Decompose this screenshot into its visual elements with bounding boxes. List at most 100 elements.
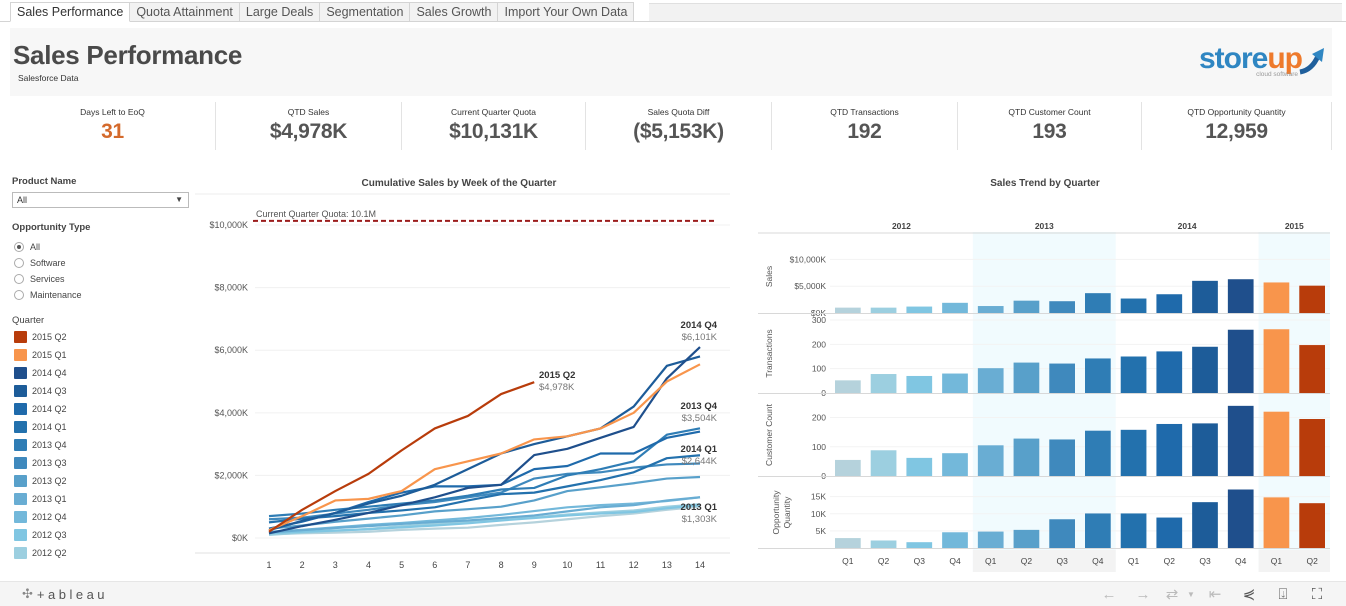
redo-button[interactable]: → xyxy=(1126,584,1160,604)
share-button[interactable]: ⋞ xyxy=(1232,584,1266,604)
radio-label: Software xyxy=(30,258,66,268)
legend-item[interactable]: 2012 Q2 xyxy=(12,544,192,562)
y-tick-label: $4,000K xyxy=(214,408,248,418)
x-tick-label: 2 xyxy=(300,560,305,570)
logo-arrow-icon xyxy=(1299,48,1324,75)
bar-customer-count xyxy=(1227,405,1254,476)
kpi-label: Days Left to EoQ xyxy=(80,107,145,117)
bar-sales xyxy=(977,306,1004,313)
year-header: 2015 xyxy=(1285,221,1304,231)
bar-sales xyxy=(1192,280,1218,313)
legend-item[interactable]: 2014 Q1 xyxy=(12,418,192,436)
legend-label: 2012 Q2 xyxy=(32,548,67,558)
radio-circle-icon xyxy=(14,242,24,252)
year-header: 2013 xyxy=(1035,221,1054,231)
legend-label: 2014 Q2 xyxy=(32,404,67,414)
quota-reference-label: Current Quarter Quota: 10.1M xyxy=(256,209,376,219)
legend-item[interactable]: 2013 Q2 xyxy=(12,472,192,490)
radio-maintenance[interactable]: Maintenance xyxy=(12,287,192,303)
x-axis-band xyxy=(972,550,1116,572)
legend-item[interactable]: 2013 Q3 xyxy=(12,454,192,472)
end-label-series: 2014 Q4 xyxy=(681,320,718,331)
x-tick-label: 13 xyxy=(662,560,672,570)
legend-item[interactable]: 2013 Q4 xyxy=(12,436,192,454)
tab-sales-performance[interactable]: Sales Performance xyxy=(10,2,131,22)
legend-swatch xyxy=(14,385,27,397)
x-tick-label: Q1 xyxy=(985,556,997,566)
legend-item[interactable]: 2014 Q3 xyxy=(12,382,192,400)
panel-y-label: Quantity xyxy=(782,496,792,528)
page-title: Sales Performance xyxy=(13,40,243,70)
legend-swatch xyxy=(14,349,27,361)
series-line-2013-q2 xyxy=(268,475,701,530)
legend-label: 2012 Q4 xyxy=(32,512,67,522)
y-tick-label: 200 xyxy=(812,339,826,349)
opportunity-type-label: Opportunity Type xyxy=(12,222,91,233)
radio-circle-icon xyxy=(14,290,24,300)
x-tick-label: 1 xyxy=(266,560,271,570)
panel-y-label: Opportunity xyxy=(771,490,781,535)
fullscreen-button[interactable]: ⛶ xyxy=(1300,584,1334,604)
x-tick-label: 12 xyxy=(629,560,639,570)
page-subtitle: Salesforce Data xyxy=(18,73,79,83)
legend-item[interactable]: 2014 Q4 xyxy=(12,364,192,382)
legend-item[interactable]: 2015 Q1 xyxy=(12,346,192,364)
bar-sales xyxy=(870,307,897,313)
legend-item[interactable]: 2014 Q2 xyxy=(12,400,192,418)
cumulative-chart-title: Cumulative Sales by Week of the Quarter xyxy=(361,178,557,189)
toolbar-buttons: ← → ⇄ ▼ ⇤ ⋞ ⍗ ⛶ xyxy=(1092,584,1334,604)
series-line-2013-q3 xyxy=(268,462,701,521)
storeup-logo: storeup cloud software xyxy=(1188,42,1328,82)
dropdown-icon: ▼ xyxy=(1187,589,1195,599)
kpi-value: 31 xyxy=(101,120,124,143)
bar-sales xyxy=(1049,301,1075,313)
legend-item[interactable]: 2015 Q2 xyxy=(12,328,192,346)
filters-panel: Product Name All ▼ Opportunity Type All S… xyxy=(12,176,192,564)
legend-label: 2012 Q3 xyxy=(32,530,67,540)
legend-item[interactable]: 2012 Q4 xyxy=(12,508,192,526)
legend-item[interactable]: 2012 Q1 xyxy=(12,562,192,564)
series-line-2012-q1 xyxy=(268,505,701,536)
bar-transactions xyxy=(1192,346,1218,393)
series-line-2015-q2 xyxy=(268,381,535,533)
kpi-label: Sales Quota Diff xyxy=(647,107,710,117)
reset-button[interactable]: ⇤ xyxy=(1198,584,1232,604)
logo-wordmark: storeup xyxy=(1199,42,1303,76)
end-label-series: 2013 Q4 xyxy=(681,401,718,412)
tab-import-your-own-data[interactable]: Import Your Own Data xyxy=(498,2,635,22)
radio-circle-icon xyxy=(14,258,24,268)
x-tick-label: Q2 xyxy=(1021,556,1033,566)
undo-icon: ← xyxy=(1101,585,1117,603)
download-button[interactable]: ⍗ xyxy=(1266,584,1300,604)
tab-large-deals[interactable]: Large Deals xyxy=(239,2,321,22)
tableau-mark-icon: ✣ xyxy=(22,586,33,601)
logo-tagline: cloud software xyxy=(1256,71,1298,78)
legend-item[interactable]: 2013 Q1 xyxy=(12,490,192,508)
undo-button[interactable]: ← xyxy=(1092,584,1126,604)
legend-swatch xyxy=(14,511,27,523)
bar-sales xyxy=(1156,294,1183,313)
x-tick-label: Q1 xyxy=(842,556,854,566)
year-header: 2014 xyxy=(1178,221,1197,231)
legend-item[interactable]: 2012 Q3 xyxy=(12,526,192,544)
legend-label: 2015 Q2 xyxy=(32,332,67,342)
panel-y-label: Sales xyxy=(764,266,774,287)
radio-services[interactable]: Services xyxy=(12,271,192,287)
revert-button[interactable]: ⇄ xyxy=(1160,584,1184,604)
bar-transactions xyxy=(1085,358,1111,393)
bar-customer-count xyxy=(1120,429,1147,476)
bar-transactions xyxy=(1013,362,1040,393)
tab-sales-growth[interactable]: Sales Growth xyxy=(410,2,499,22)
kpi-qtd-transactions: QTD Transactions 192 xyxy=(772,102,958,150)
radio-all[interactable]: All xyxy=(12,239,192,255)
reset-icon: ⇤ xyxy=(1208,586,1222,603)
tab-quota-attainment[interactable]: Quota Attainment xyxy=(130,2,240,22)
tab-segmentation[interactable]: Segmentation xyxy=(320,2,411,22)
kpi-value: 12,959 xyxy=(1205,120,1268,143)
product-name-dropdown[interactable]: All ▼ xyxy=(12,192,189,208)
radio-label: Services xyxy=(30,274,65,284)
radio-software[interactable]: Software xyxy=(12,255,192,271)
revert-dropdown-button[interactable]: ▼ xyxy=(1184,584,1198,604)
x-tick-label: 9 xyxy=(532,560,537,570)
